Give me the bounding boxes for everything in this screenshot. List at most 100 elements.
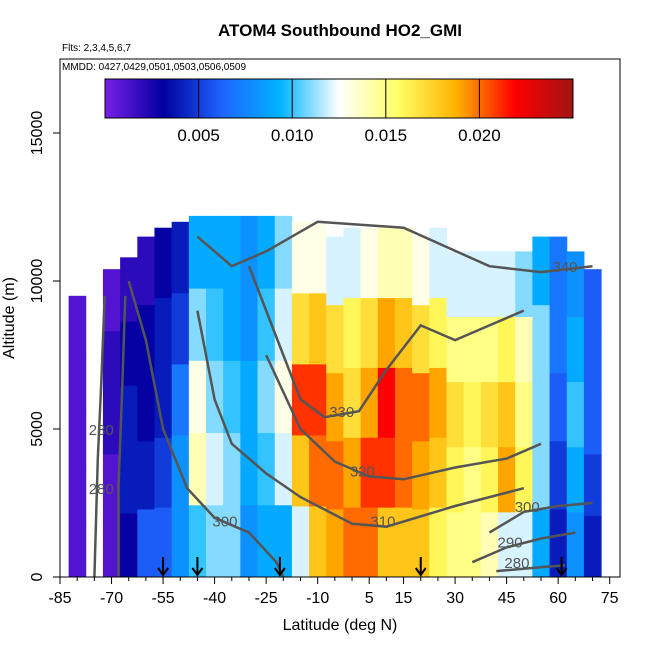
heatmap-cell [257, 360, 276, 434]
flight-marker-arrow [157, 567, 169, 577]
heatmap-cell [257, 504, 276, 578]
heatmap-cell [291, 292, 310, 365]
heatmap-cell [223, 360, 241, 434]
colorbar-tick-label: 0.010 [271, 126, 314, 145]
heatmap-cell [326, 236, 344, 306]
heatmap-cell [446, 381, 465, 448]
heatmap-cell [102, 453, 121, 516]
heatmap-cell [102, 330, 121, 393]
heatmap-cell [102, 392, 121, 455]
heatmap-cell [463, 511, 482, 578]
heatmap-cell [343, 297, 362, 368]
heatmap-cell [498, 446, 516, 513]
heatmap-cell [480, 381, 499, 448]
heatmap-cell [429, 227, 448, 299]
heatmap-cell [532, 304, 551, 374]
heatmap-cell [206, 288, 224, 361]
heatmap-cell [480, 251, 499, 318]
y-tick-label: 0 [29, 572, 46, 581]
heatmap-cell [240, 504, 259, 578]
heatmap-cell [549, 372, 568, 442]
heatmap-cell [68, 408, 87, 466]
contour-line [496, 563, 566, 573]
contour-lines: 280 280 300 310 320 330 340 300 290 280 [89, 220, 593, 578]
heatmap-cell [377, 227, 396, 299]
contour-label: 300 [515, 499, 540, 516]
x-tick-label: -40 [203, 590, 226, 607]
heatmap-cell [549, 440, 568, 510]
heatmap-cell [171, 292, 190, 365]
heatmap-cell [68, 295, 87, 353]
colorbar-tick-label: 0.005 [177, 126, 220, 145]
heatmap-cell [515, 316, 533, 383]
heatmap-cell [274, 288, 293, 361]
contour-line [196, 220, 593, 274]
heatmap-cell [446, 511, 465, 578]
heatmap-cell [549, 508, 568, 578]
heatmap-cell [360, 437, 379, 508]
x-tick-label: -55 [152, 590, 175, 607]
heatmap-cell [171, 505, 190, 578]
y-axis: 0 5000 10000 15000 [29, 111, 60, 581]
heatmap-cell [274, 432, 293, 506]
x-tick-label: 75 [601, 590, 619, 607]
heatmap-cell [68, 520, 87, 578]
y-axis-title: Altitude (m) [1, 277, 18, 359]
heatmap-cell [480, 316, 499, 383]
contour-line [488, 501, 593, 534]
heatmap-cell [463, 316, 482, 383]
heatmap-cell [480, 511, 499, 578]
heatmap-cell [463, 381, 482, 448]
heatmap-cell [257, 288, 276, 361]
heatmap-cell [429, 507, 448, 578]
heatmap-cell [188, 504, 207, 578]
heatmap-cell [566, 316, 585, 383]
heatmap-cell [120, 513, 138, 578]
heatmap-cell [102, 515, 121, 578]
colorbar-gradient [104, 78, 574, 119]
y-tick-label: 5000 [29, 411, 46, 447]
heatmap-cell [206, 504, 224, 578]
heatmap-cell [274, 360, 293, 434]
heatmap-cell [120, 385, 138, 450]
heatmap-cell [326, 440, 344, 510]
heatmap-cell [377, 367, 396, 438]
contour-line [127, 280, 285, 578]
heatmap-cell [498, 381, 516, 448]
x-tick-label: 45 [498, 590, 516, 607]
heatmap-cell [394, 297, 413, 368]
heatmap-cell [188, 215, 207, 289]
heatmap-cell [446, 251, 465, 318]
heatmap-cell [154, 437, 173, 508]
heatmap-cell [171, 221, 190, 294]
heatmap-cell [412, 508, 430, 578]
x-tick-label: 60 [549, 590, 567, 607]
heatmap-cell [429, 367, 448, 438]
heatmap-cell [120, 449, 138, 514]
heatmap-cell [206, 432, 224, 506]
heatmap-cell [309, 505, 327, 578]
contour-line [117, 295, 127, 577]
heatmap-cell [446, 446, 465, 513]
heatmap-cell [566, 446, 585, 513]
heatmap-cell [480, 446, 499, 513]
heatmap-cell [188, 432, 207, 506]
heatmap-cell [240, 288, 259, 361]
heatmap-cell [583, 392, 602, 455]
heatmap-cell [446, 316, 465, 383]
heatmap-cell [240, 432, 259, 506]
heatmap-cell [137, 372, 155, 442]
heatmap-cell [257, 432, 276, 506]
flight-marker-arrow [414, 567, 427, 577]
heatmap-cell [360, 297, 379, 368]
x-tick-label: -70 [100, 590, 123, 607]
heatmap-cell [137, 508, 155, 578]
flights-text: Flts: 2,3,4,5,6,7 [62, 43, 131, 54]
dates-text: MMDD: 0427,0429,0501,0503,0506,0509 [62, 62, 246, 73]
heatmap-cell [171, 363, 190, 436]
heatmap-cell [583, 453, 602, 516]
x-axis-title: Latitude (deg N) [283, 617, 398, 634]
heatmap-cell [154, 297, 173, 368]
heatmap-cells [68, 215, 602, 578]
